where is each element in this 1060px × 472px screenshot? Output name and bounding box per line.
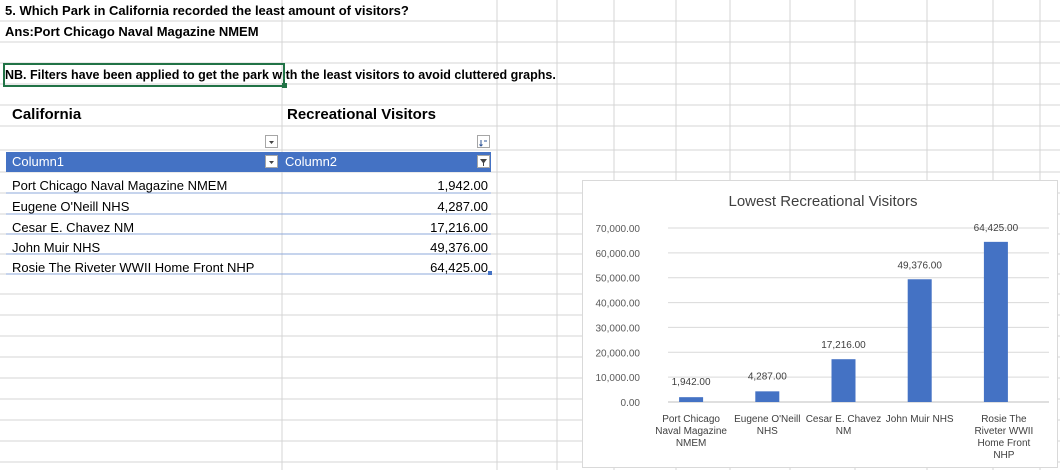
data-label: 17,216.00: [821, 340, 866, 351]
bar[interactable]: [983, 241, 1008, 402]
x-tick-label: Rosie The Riveter WWII Home Front NHP: [974, 414, 1033, 461]
bar[interactable]: [907, 279, 932, 402]
bar[interactable]: [831, 359, 856, 402]
data-label: 49,376.00: [897, 260, 942, 271]
table-row-name: John Muir NHS: [12, 240, 101, 255]
table-row-name: Eugene O'Neill NHS: [12, 199, 130, 214]
table-row-name: Rosie The Riveter WWII Home Front NHP: [12, 260, 255, 275]
data-label: 64,425.00: [974, 223, 1019, 234]
data-label: 1,942.00: [672, 377, 711, 388]
y-tick-label: 70,000.00: [596, 224, 641, 235]
selected-cell[interactable]: [3, 63, 285, 87]
question-text: 5. Which Park in California recorded the…: [5, 3, 409, 18]
column2-header: Column2: [285, 154, 338, 169]
chart-title: Lowest Recreational Visitors: [729, 193, 918, 210]
y-tick-label: 10,000.00: [596, 373, 641, 384]
column2-filter-button[interactable]: [477, 155, 490, 168]
note-text: NB. Filters have been applied to get the…: [5, 68, 556, 82]
bar-chart[interactable]: Lowest Recreational Visitors 0.00 10,000.…: [582, 180, 1058, 468]
filter-icon: [480, 159, 487, 166]
column1-filter-button[interactable]: [265, 155, 278, 168]
table-header-row: [6, 152, 491, 172]
fill-handle[interactable]: [282, 83, 287, 88]
answer-text: Ans:Port Chicago Naval Magazine NMEM: [5, 24, 259, 39]
table-resize-handle[interactable]: [488, 271, 492, 275]
table-row-name: Cesar E. Chavez NM: [12, 220, 135, 235]
sort-button[interactable]: [477, 135, 490, 148]
y-tick-label: 20,000.00: [596, 348, 641, 359]
data-label: 4,287.00: [748, 371, 787, 382]
table-row-value: 64,425.00: [430, 260, 488, 275]
table-row-value: 17,216.00: [430, 220, 488, 235]
california-header: California: [12, 106, 82, 123]
x-tick-label: Port Chicago Naval Magazine NMEM: [655, 414, 727, 449]
recreational-visitors-header: Recreational Visitors: [287, 106, 436, 123]
y-tick-label: 50,000.00: [596, 274, 641, 285]
y-tick-label: 60,000.00: [596, 249, 641, 260]
chevron-down-icon: [269, 141, 274, 144]
x-tick-label: Cesar E. Chavez NM: [806, 414, 882, 437]
table-row-value: 4,287.00: [437, 199, 488, 214]
bar[interactable]: [679, 397, 704, 402]
table-row-value: 49,376.00: [430, 240, 488, 255]
bar[interactable]: [755, 391, 780, 402]
table-row-name: Port Chicago Naval Magazine NMEM: [12, 178, 228, 193]
column1-header: Column1: [12, 154, 65, 169]
sort-icon: [479, 140, 487, 147]
y-tick-label: 40,000.00: [596, 299, 641, 310]
x-tick-label: John Muir NHS: [886, 414, 954, 425]
x-tick-label: Eugene O'Neill NHS: [734, 414, 800, 437]
y-tick-label: 30,000.00: [596, 323, 641, 334]
chevron-down-icon: [269, 161, 274, 164]
table-row-value: 1,942.00: [437, 178, 488, 193]
filter-dropdown-button[interactable]: [265, 135, 278, 148]
chart-canvas: Lowest Recreational Visitors 0.00 10,000.…: [596, 193, 1049, 461]
y-tick-label: 0.00: [621, 398, 641, 409]
